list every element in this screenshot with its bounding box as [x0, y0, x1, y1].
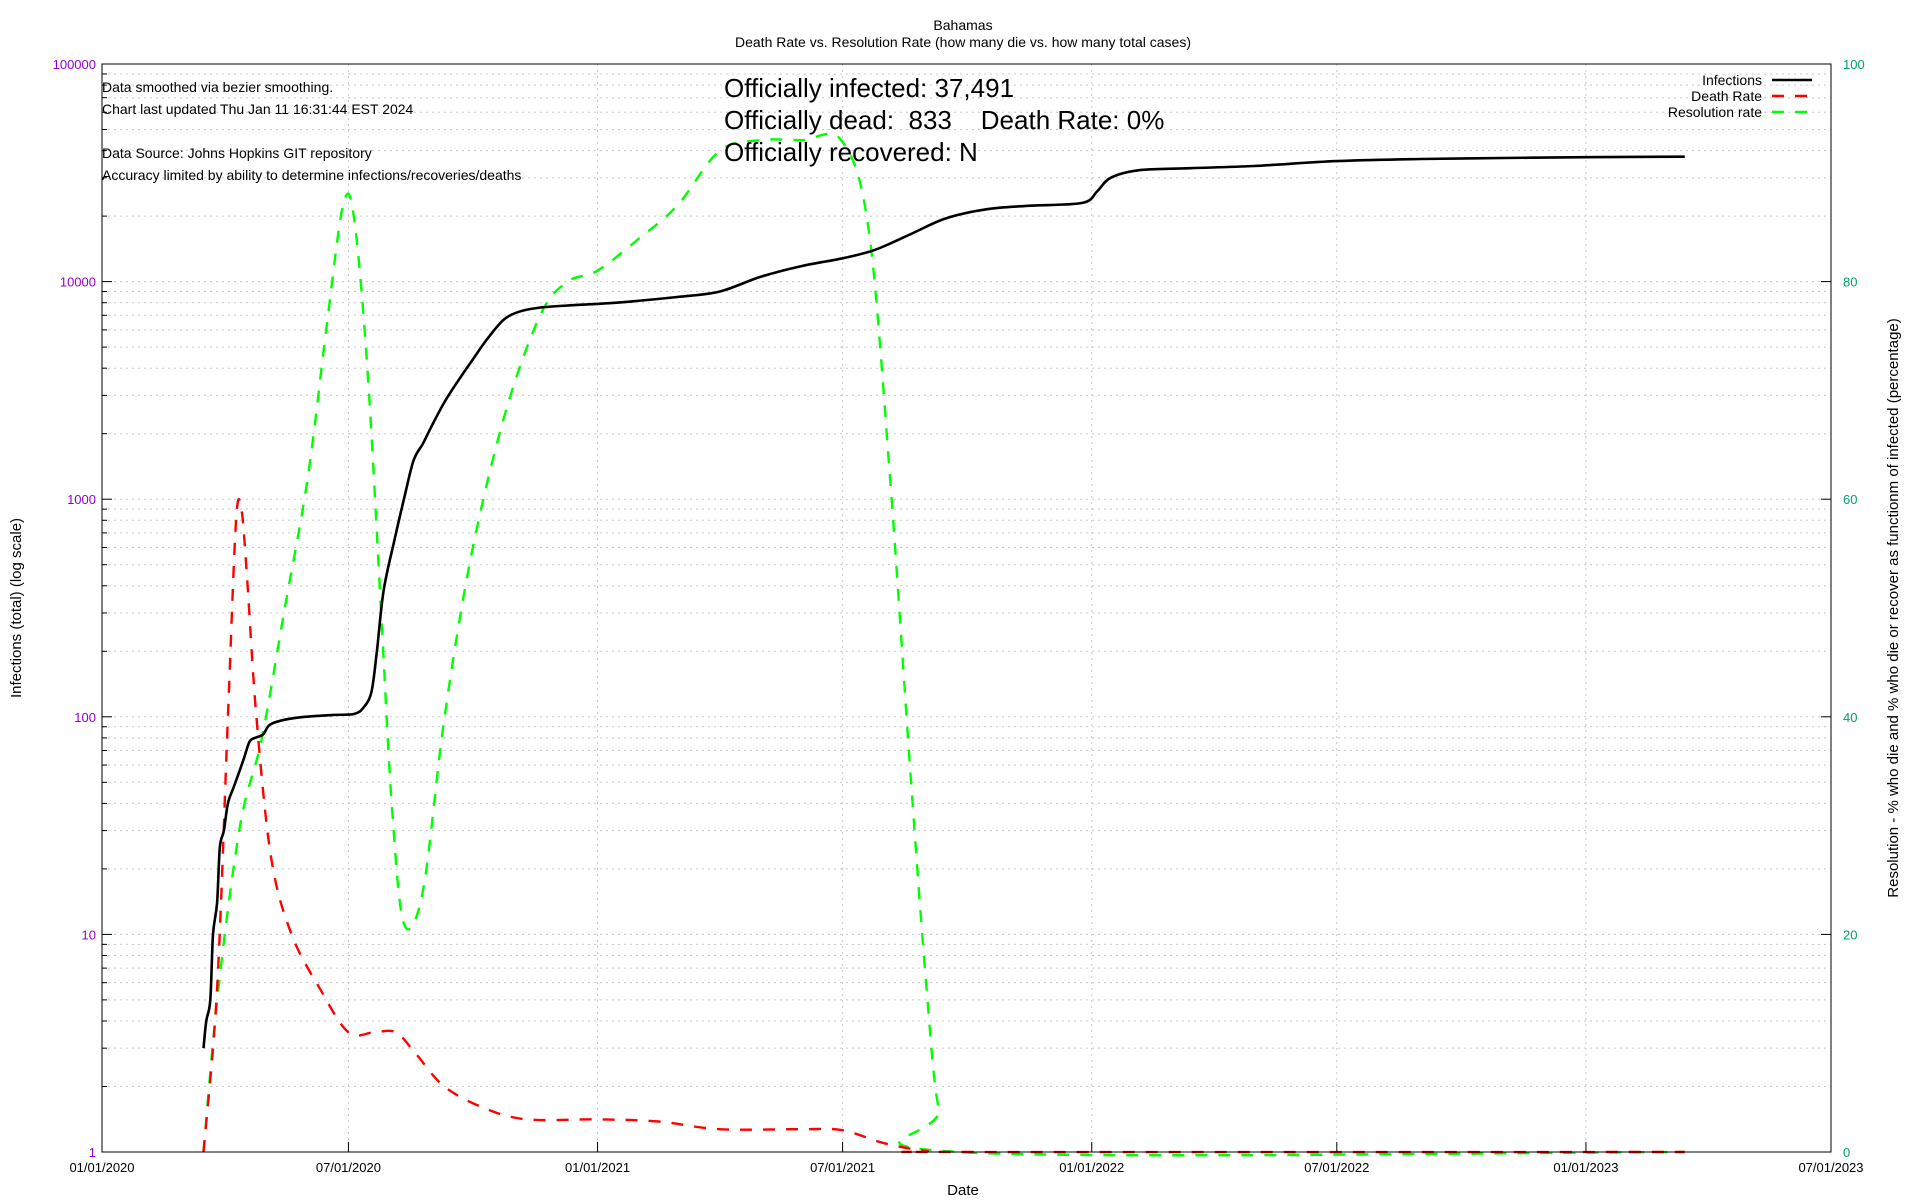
x-tick-label: 07/01/2021 — [810, 1160, 875, 1175]
x-tick-label: 01/01/2022 — [1059, 1160, 1124, 1175]
x-tick-label: 07/01/2023 — [1798, 1160, 1863, 1175]
stat-infected: Officially infected: 37,491 — [724, 73, 1014, 103]
y2-tick-label: 60 — [1843, 492, 1857, 507]
y-tick-label: 100000 — [53, 57, 96, 72]
y2-tick-label: 20 — [1843, 927, 1857, 942]
y2-axis-label: Resolution - % who die and % who die or … — [1885, 318, 1902, 897]
x-tick-label: 01/01/2020 — [69, 1160, 134, 1175]
series-line-infections — [202, 155, 1685, 1049]
notes: Data smoothed via bezier smoothing. Char… — [102, 79, 521, 183]
stat-dead: Officially dead: 833 Death Rate: 0% — [724, 105, 1164, 135]
axis-ticks: 01/01/2020 07/01/2020 01/01/2021 07/01/2021… — [53, 57, 1865, 1175]
y2-tick-label: 40 — [1843, 710, 1857, 725]
y-axis-label: Infections (total) (log scale) — [8, 518, 25, 698]
note-source: Data Source: Johns Hopkins GIT repositor… — [102, 145, 372, 161]
y-tick-label: 1 — [89, 1145, 96, 1160]
series-line-resolution-rate — [202, 132, 1685, 1157]
x-tick-label: 01/01/2023 — [1553, 1160, 1618, 1175]
grid — [102, 64, 1831, 1152]
series — [202, 132, 1685, 1157]
stats: Officially infected: 37,491 Officially d… — [724, 73, 1164, 167]
y-tick-label: 100 — [74, 710, 96, 725]
legend-label: Infections — [1702, 72, 1762, 88]
chart-title: Bahamas — [933, 17, 992, 33]
y2-tick-label: 100 — [1843, 57, 1865, 72]
note-smoothing: Data smoothed via bezier smoothing. — [102, 79, 333, 95]
x-tick-label: 07/01/2022 — [1304, 1160, 1369, 1175]
series-line-death-rate — [202, 498, 1685, 1154]
y2-tick-label: 0 — [1843, 1145, 1850, 1160]
x-axis-label: Date — [947, 1182, 979, 1199]
chart-subtitle: Death Rate vs. Resolution Rate (how many… — [735, 34, 1191, 50]
y2-tick-label: 80 — [1843, 275, 1857, 290]
x-tick-label: 01/01/2021 — [565, 1160, 630, 1175]
legend-label: Resolution rate — [1668, 104, 1762, 120]
plot-frame — [101, 63, 1832, 1153]
stat-recovered: Officially recovered: N — [724, 137, 978, 167]
y-tick-label: 10 — [82, 927, 96, 942]
y-tick-label: 10000 — [60, 275, 96, 290]
x-tick-label: 07/01/2020 — [316, 1160, 381, 1175]
legend-label: Death Rate — [1691, 88, 1762, 104]
y-tick-label: 1000 — [67, 492, 96, 507]
note-updated: Chart last updated Thu Jan 11 16:31:44 E… — [102, 101, 414, 117]
note-accuracy: Accuracy limited by ability to determine… — [102, 167, 521, 183]
